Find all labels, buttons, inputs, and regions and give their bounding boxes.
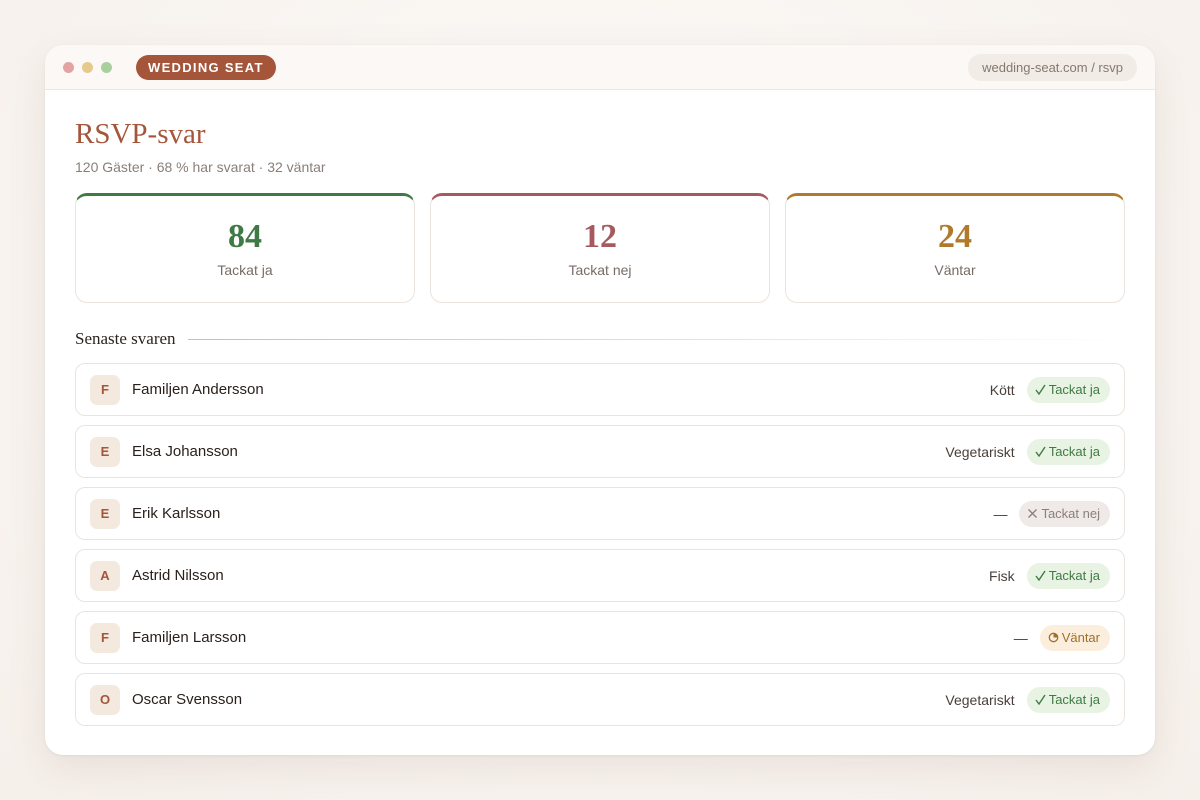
guest-name: Erik Karlsson: [132, 505, 221, 522]
status-text: Tackat nej: [1041, 506, 1100, 521]
meal: Vegetariskt: [945, 691, 1015, 708]
rsvp-row: E Erik Karlsson — Tackat nej: [75, 487, 1125, 540]
rsvp-row: F Familjen Larsson — Väntar: [75, 611, 1125, 664]
stat-label: Tackat ja: [217, 262, 273, 278]
status-badge: Tackat nej: [1019, 500, 1110, 527]
stat-label: Tackat nej: [568, 262, 632, 278]
status-text: Tackat ja: [1048, 444, 1100, 459]
avatar: F: [90, 374, 120, 405]
meal: Vegetariskt: [945, 443, 1015, 460]
guest-name: Oscar Svensson: [132, 691, 243, 708]
status-text: Tackat ja: [1048, 692, 1100, 707]
brand: WEDDING SEAT: [136, 54, 276, 80]
stat-label: Väntar: [934, 262, 976, 278]
status-text: Väntar: [1061, 630, 1100, 645]
rows: F Familjen Andersson Kött Tackat ja E Elsa Jo…: [75, 363, 1125, 726]
status-badge: Tackat ja: [1026, 438, 1110, 465]
status-icon: [1028, 509, 1038, 518]
guest-name: Familjen Larsson: [132, 629, 247, 646]
title-bar: WEDDING SEAT wedding-seat.com / rsvp: [45, 45, 1155, 90]
divider: [187, 338, 1125, 340]
status-icon: [1048, 632, 1059, 643]
dot: [82, 61, 93, 73]
stat-card: 84 Tackat ja: [75, 193, 415, 303]
status-icon: [1035, 446, 1046, 457]
section-header: Senaste svaren: [75, 329, 1125, 349]
status-icon: [1035, 570, 1046, 581]
guest-name: Astrid Nilsson: [132, 567, 224, 584]
avatar: O: [90, 684, 120, 715]
stats: 84 Tackat ja 12 Tackat nej 24 Väntar: [75, 193, 1125, 303]
avatar: E: [90, 436, 120, 467]
meal: Fisk: [989, 567, 1015, 584]
subtitle: 120 Gäster · 68 % har svarat · 32 väntar: [75, 159, 326, 175]
meal: Kött: [989, 381, 1015, 398]
content: RSVP-svar 120 Gäster · 68 % har svarat ·…: [45, 90, 1155, 726]
avatar: F: [90, 622, 120, 653]
status-badge: Tackat ja: [1026, 562, 1110, 589]
status-text: Tackat ja: [1048, 382, 1100, 397]
stat-value: 12: [583, 218, 617, 255]
window: WEDDING SEAT wedding-seat.com / rsvp RSV…: [45, 45, 1155, 755]
status-icon: [1035, 384, 1046, 395]
rsvp-row: O Oscar Svensson Vegetariskt Tackat ja: [75, 673, 1125, 726]
meal: —: [993, 505, 1008, 522]
status-icon: [1035, 694, 1046, 705]
page-title: RSVP-svar: [75, 118, 206, 150]
url: wedding-seat.com / rsvp: [968, 53, 1137, 81]
status-badge: Tackat ja: [1026, 376, 1110, 403]
section-title: Senaste svaren: [75, 329, 176, 348]
stat-value: 84: [228, 218, 262, 255]
status-text: Tackat ja: [1048, 568, 1100, 583]
avatar: E: [90, 498, 120, 529]
guest-name: Familjen Andersson: [132, 381, 264, 398]
stat-value: 24: [938, 218, 972, 255]
avatar: A: [90, 560, 120, 591]
stat-card: 24 Väntar: [785, 193, 1125, 303]
status-badge: Väntar: [1039, 624, 1110, 651]
status-badge: Tackat ja: [1026, 686, 1110, 713]
rsvp-row: F Familjen Andersson Kött Tackat ja: [75, 363, 1125, 416]
meal: —: [1013, 629, 1028, 646]
guest-name: Elsa Johansson: [132, 443, 238, 460]
rsvp-row: E Elsa Johansson Vegetariskt Tackat ja: [75, 425, 1125, 478]
dot: [101, 61, 112, 73]
dot: [63, 61, 74, 73]
stat-card: 12 Tackat nej: [430, 193, 770, 303]
rsvp-row: A Astrid Nilsson Fisk Tackat ja: [75, 549, 1125, 602]
